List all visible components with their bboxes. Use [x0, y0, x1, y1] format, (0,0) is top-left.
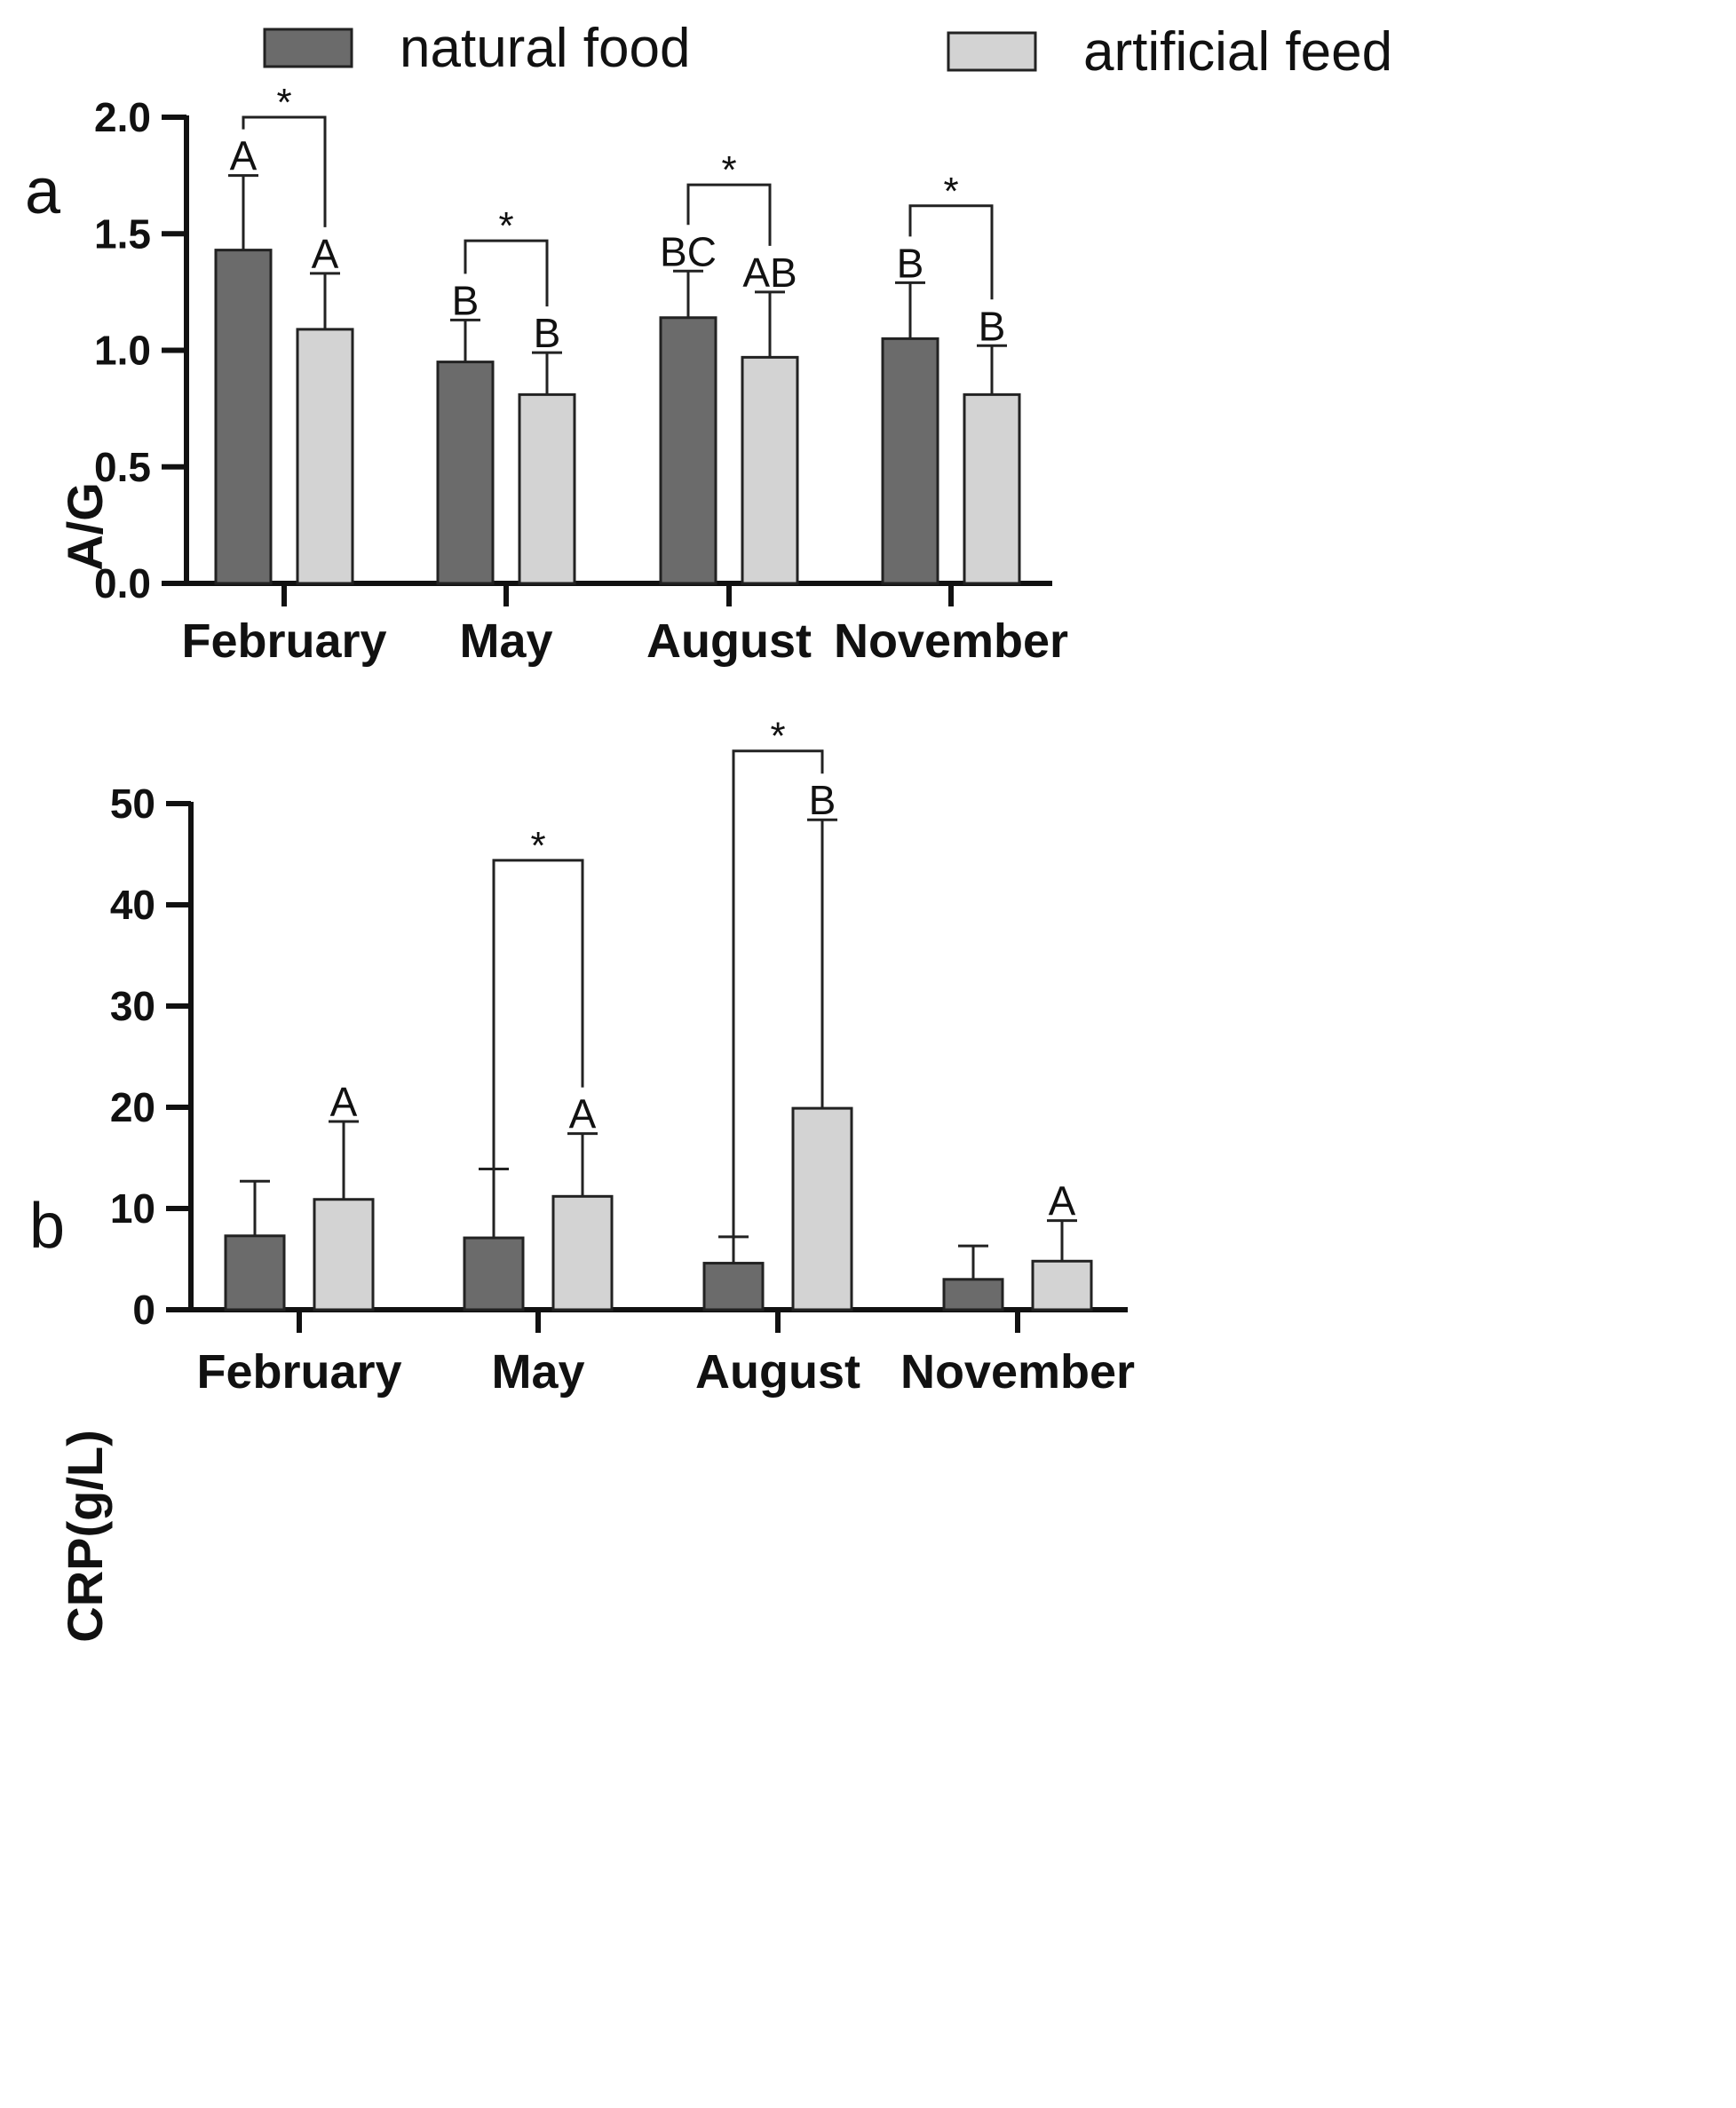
panel-b-bar-natural-food	[463, 1236, 525, 1312]
panel-b-bar-natural-food	[702, 1262, 765, 1312]
panel-a-group-letter: AB	[742, 250, 797, 296]
panel-a-significance-star: *	[721, 148, 736, 192]
panel-a-label: a	[25, 156, 61, 227]
panel-b-bar-artificial-feed	[791, 1106, 853, 1312]
panel-a-bar-artificial-feed	[741, 355, 799, 585]
panel-b-y-tick-label: 30	[110, 983, 155, 1029]
panel-a-group-letter: B	[979, 303, 1006, 349]
panel-a-group-letter: A	[312, 231, 339, 277]
panel-a-category-label: May	[459, 614, 552, 668]
panel-b-y-tick-label: 0	[132, 1287, 155, 1333]
panel-b-group-letter: A	[330, 1079, 358, 1125]
panel-b-bar-natural-food	[942, 1278, 1004, 1312]
panel-a-y-tick-label: 0.0	[94, 560, 151, 606]
panel-a-y-tick-label: 2.0	[94, 94, 151, 140]
panel-a-y-tick-label: 1.5	[94, 210, 151, 257]
panel-a-bar-natural-food	[436, 361, 495, 585]
legend: natural food artificial feed	[263, 18, 1392, 83]
panel-a-y-tick-label: 0.5	[94, 444, 151, 490]
panel-a-bar-artificial-feed	[518, 392, 576, 585]
panel-b-category-label: February	[196, 1345, 401, 1399]
panel-b-bar-artificial-feed	[313, 1198, 375, 1312]
panel-a-y-tick-label: 1.0	[94, 328, 151, 374]
panel-b-marks: 0 10 20 30 40 50 February May August November A A B A…	[110, 715, 1135, 1399]
panel-a-bar-natural-food	[214, 249, 273, 585]
panel-a-marks: 0.0 0.5 1.0 1.5 2.0 February May August November…	[94, 81, 1068, 668]
panel-a-significance-bracket	[686, 183, 772, 246]
panel-a-group-letter: B	[897, 240, 924, 286]
panel-a-chart: a A/G 0.0 0.5 1.0 1.5 2.0 February May August No…	[25, 81, 1068, 668]
panel-b-bar-artificial-feed	[1031, 1259, 1093, 1312]
panel-a-bar-artificial-feed	[296, 328, 354, 585]
panel-a-bar-natural-food	[659, 316, 717, 585]
panel-b-category-label: August	[695, 1345, 860, 1399]
panel-a-group-letter: BC	[660, 228, 717, 274]
panel-a-category-label: February	[181, 614, 386, 668]
panel-a-bar-artificial-feed	[963, 392, 1021, 585]
panel-a-group-letter: B	[452, 277, 480, 323]
panel-b-chart: b CRP(g/L) 0 10 20 30 40 50 February May August N…	[29, 715, 1135, 1643]
legend-swatch-natural-food	[263, 28, 353, 68]
panel-a-significance-bracket	[464, 239, 549, 307]
panel-b-significance-star: *	[770, 715, 785, 758]
panel-a-significance-star: *	[276, 81, 291, 124]
panel-b-group-letter: A	[569, 1091, 597, 1137]
legend-label-natural-food: natural food	[400, 18, 690, 79]
panel-a-significance-star: *	[498, 204, 513, 248]
panel-b-significance-bracket	[492, 859, 584, 1169]
panel-b-group-letter: A	[1049, 1178, 1076, 1224]
panel-b-ylabel: CRP(g/L)	[57, 1430, 113, 1643]
panel-a-category-label: August	[646, 614, 812, 668]
legend-label-artificial-feed: artificial feed	[1083, 21, 1392, 83]
panel-b-label: b	[29, 1191, 65, 1262]
panel-b-category-label: May	[491, 1345, 584, 1399]
panel-b-y-tick-label: 50	[110, 781, 155, 827]
panel-a-group-letter: B	[534, 310, 561, 356]
panel-b-significance-star: *	[530, 824, 545, 868]
panel-a-significance-bracket	[242, 115, 327, 227]
panel-b-bar-artificial-feed	[551, 1194, 614, 1312]
panel-a-significance-star: *	[943, 170, 958, 213]
panel-b-y-tick-label: 20	[110, 1084, 155, 1130]
panel-b-category-label: November	[900, 1345, 1135, 1399]
panel-a-group-letter: A	[230, 133, 258, 179]
panel-b-y-tick-label: 10	[110, 1185, 155, 1232]
panel-a-category-label: November	[834, 614, 1068, 668]
panel-a-bar-natural-food	[881, 337, 939, 585]
panel-b-group-letter: B	[809, 777, 836, 823]
panel-b-bar-natural-food	[224, 1234, 286, 1312]
panel-b-significance-bracket	[732, 749, 824, 1237]
panel-a-significance-bracket	[908, 204, 994, 300]
legend-swatch-artificial-feed	[947, 31, 1037, 72]
panel-b-y-tick-label: 40	[110, 882, 155, 928]
panel-a-ylabel: A/G	[57, 482, 113, 571]
